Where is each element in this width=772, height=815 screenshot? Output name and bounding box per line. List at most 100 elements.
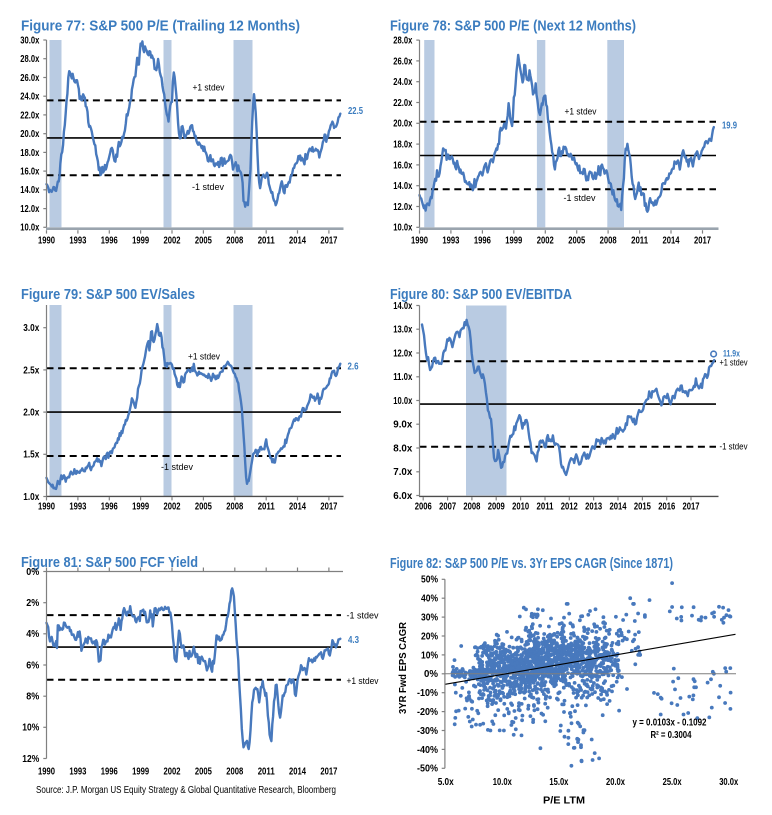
svg-text:+1 stdev: +1 stdev — [565, 107, 597, 118]
svg-text:1990: 1990 — [38, 501, 55, 512]
svg-text:2.6: 2.6 — [348, 362, 359, 373]
svg-text:2008: 2008 — [226, 766, 243, 777]
svg-text:2013: 2013 — [585, 501, 602, 512]
svg-text:2011: 2011 — [258, 766, 275, 777]
svg-text:1999: 1999 — [505, 235, 522, 246]
svg-text:40%: 40% — [421, 594, 438, 605]
svg-text:2.5x: 2.5x — [23, 365, 39, 376]
svg-text:12.0x: 12.0x — [20, 204, 39, 215]
svg-text:2008: 2008 — [226, 501, 243, 512]
svg-text:30.0x: 30.0x — [719, 777, 738, 788]
svg-text:2015: 2015 — [634, 501, 651, 512]
svg-text:2011: 2011 — [258, 501, 275, 512]
svg-text:30.0x: 30.0x — [20, 35, 39, 46]
svg-text:2002: 2002 — [164, 235, 181, 246]
svg-text:10%: 10% — [22, 723, 39, 734]
svg-text:2014: 2014 — [289, 501, 306, 512]
svg-text:2002: 2002 — [164, 766, 181, 777]
svg-text:1996: 1996 — [474, 235, 491, 246]
svg-text:10.0x: 10.0x — [393, 396, 412, 407]
svg-text:8.0x: 8.0x — [393, 443, 412, 454]
svg-text:30%: 30% — [421, 613, 438, 624]
svg-text:14.0x: 14.0x — [20, 185, 39, 196]
svg-text:2011: 2011 — [537, 501, 554, 512]
svg-text:2.0x: 2.0x — [23, 408, 39, 419]
svg-text:20%: 20% — [421, 631, 438, 642]
svg-text:1996: 1996 — [101, 235, 118, 246]
svg-text:Figure 79: S&P 500 EV/Sales: Figure 79: S&P 500 EV/Sales — [21, 286, 195, 303]
svg-text:2007: 2007 — [439, 501, 456, 512]
svg-text:12.0x: 12.0x — [393, 202, 412, 213]
svg-text:+1 stdev: +1 stdev — [720, 358, 748, 368]
svg-text:0%: 0% — [424, 669, 438, 680]
svg-text:12.0x: 12.0x — [393, 348, 412, 359]
svg-text:10.0x: 10.0x — [393, 223, 412, 234]
svg-text:2011: 2011 — [258, 235, 275, 246]
svg-text:2012: 2012 — [561, 501, 578, 512]
svg-text:1.0x: 1.0x — [23, 492, 39, 503]
svg-text:11.9x: 11.9x — [723, 349, 741, 360]
svg-text:+1 stdev: +1 stdev — [193, 83, 225, 94]
svg-text:13.0x: 13.0x — [393, 325, 412, 336]
svg-text:-50%: -50% — [417, 764, 438, 775]
svg-text:28.0x: 28.0x — [20, 54, 39, 65]
svg-text:2008: 2008 — [226, 235, 243, 246]
svg-text:2017: 2017 — [683, 501, 700, 512]
svg-text:1993: 1993 — [69, 235, 86, 246]
svg-text:P/E LTM: P/E LTM — [543, 795, 585, 807]
svg-text:Source: J.P. Morgan US Equity: Source: J.P. Morgan US Equity Strategy &… — [36, 785, 336, 796]
svg-text:24.0x: 24.0x — [393, 77, 412, 88]
svg-text:4%: 4% — [26, 629, 39, 640]
svg-text:7.0x: 7.0x — [393, 467, 412, 478]
svg-text:-40%: -40% — [417, 745, 438, 756]
svg-text:26.0x: 26.0x — [393, 56, 412, 67]
svg-text:1990: 1990 — [38, 766, 55, 777]
svg-text:Figure 77: S&P 500 P/E (Traili: Figure 77: S&P 500 P/E (Trailing 12 Mont… — [21, 18, 300, 35]
svg-text:2011: 2011 — [631, 235, 648, 246]
svg-text:2017: 2017 — [320, 235, 337, 246]
svg-text:10.0x: 10.0x — [493, 777, 512, 788]
svg-text:18.0x: 18.0x — [393, 140, 412, 151]
svg-text:20.0x: 20.0x — [606, 777, 625, 788]
svg-text:2%: 2% — [26, 598, 39, 609]
svg-text:-20%: -20% — [417, 707, 438, 718]
svg-text:22.0x: 22.0x — [20, 110, 39, 121]
svg-text:-1 stdev: -1 stdev — [564, 193, 596, 204]
svg-text:22.0x: 22.0x — [393, 98, 412, 109]
svg-text:-1 stdev: -1 stdev — [161, 462, 193, 473]
svg-text:-1 stdev: -1 stdev — [720, 442, 748, 452]
svg-text:2008: 2008 — [600, 235, 617, 246]
svg-text:28.0x: 28.0x — [393, 36, 412, 47]
svg-text:25.0x: 25.0x — [663, 777, 682, 788]
svg-text:2014: 2014 — [289, 235, 306, 246]
svg-text:18.0x: 18.0x — [20, 148, 39, 159]
svg-text:4.3: 4.3 — [348, 635, 359, 646]
svg-text:2006: 2006 — [415, 501, 432, 512]
svg-text:2005: 2005 — [568, 235, 585, 246]
svg-text:24.0x: 24.0x — [20, 92, 39, 103]
svg-text:-1 stdev: -1 stdev — [192, 182, 224, 193]
svg-text:+1 stdev: +1 stdev — [347, 676, 379, 687]
svg-text:1996: 1996 — [101, 766, 118, 777]
svg-text:15.0x: 15.0x — [549, 777, 568, 788]
svg-text:2017: 2017 — [694, 235, 711, 246]
svg-text:14.0x: 14.0x — [393, 301, 412, 312]
svg-text:3.0x: 3.0x — [23, 323, 39, 334]
svg-text:1993: 1993 — [69, 501, 86, 512]
svg-text:0%: 0% — [26, 567, 39, 578]
svg-text:1999: 1999 — [132, 235, 149, 246]
svg-text:2009: 2009 — [488, 501, 505, 512]
svg-text:14.0x: 14.0x — [393, 181, 412, 192]
svg-text:2016: 2016 — [658, 501, 675, 512]
svg-text:Figure 80: S&P 500 EV/EBITDA: Figure 80: S&P 500 EV/EBITDA — [390, 286, 572, 303]
svg-text:6%: 6% — [26, 660, 39, 671]
svg-text:1999: 1999 — [132, 501, 149, 512]
svg-text:11.0x: 11.0x — [393, 372, 412, 383]
svg-text:2010: 2010 — [512, 501, 529, 512]
svg-text:6.0x: 6.0x — [393, 491, 412, 502]
svg-text:2002: 2002 — [164, 501, 181, 512]
svg-text:1990: 1990 — [411, 235, 428, 246]
svg-text:2005: 2005 — [195, 235, 212, 246]
svg-text:50%: 50% — [421, 575, 438, 586]
svg-text:5.0x: 5.0x — [438, 777, 454, 788]
